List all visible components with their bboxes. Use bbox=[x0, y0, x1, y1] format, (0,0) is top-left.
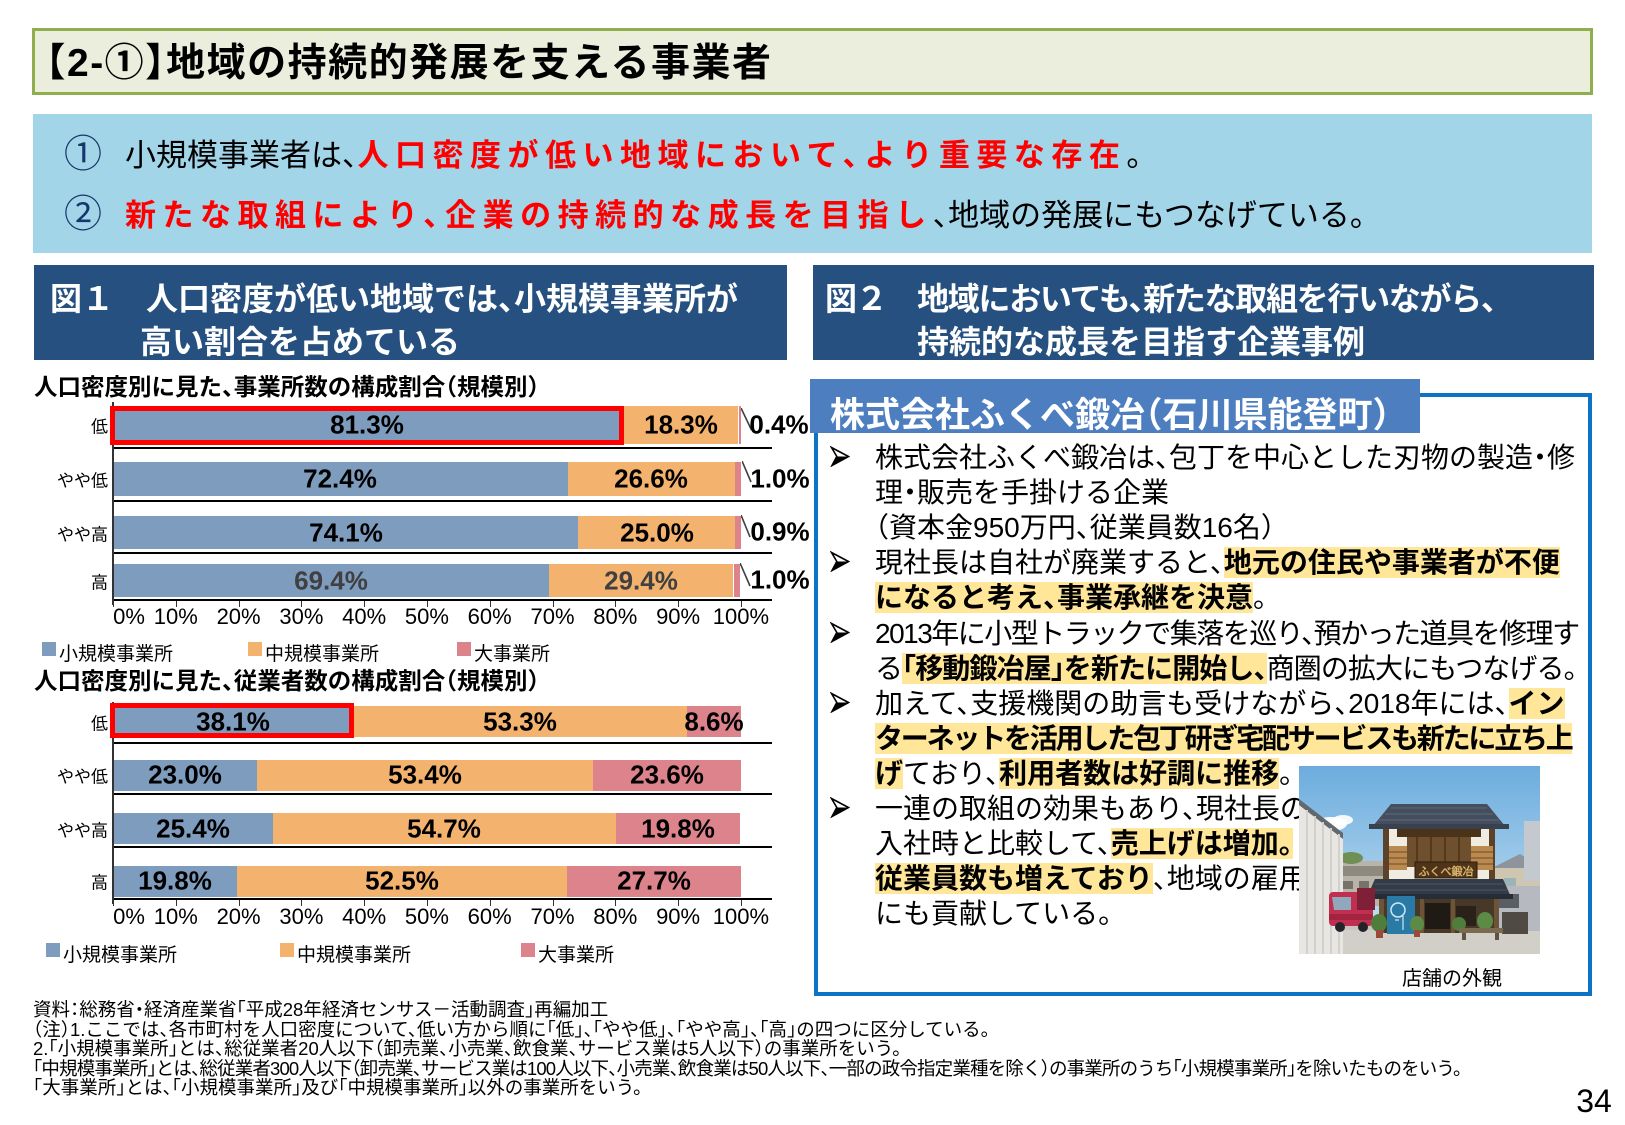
svg-text:ふくべ鍛冶: ふくべ鍛冶 bbox=[1419, 864, 1474, 878]
